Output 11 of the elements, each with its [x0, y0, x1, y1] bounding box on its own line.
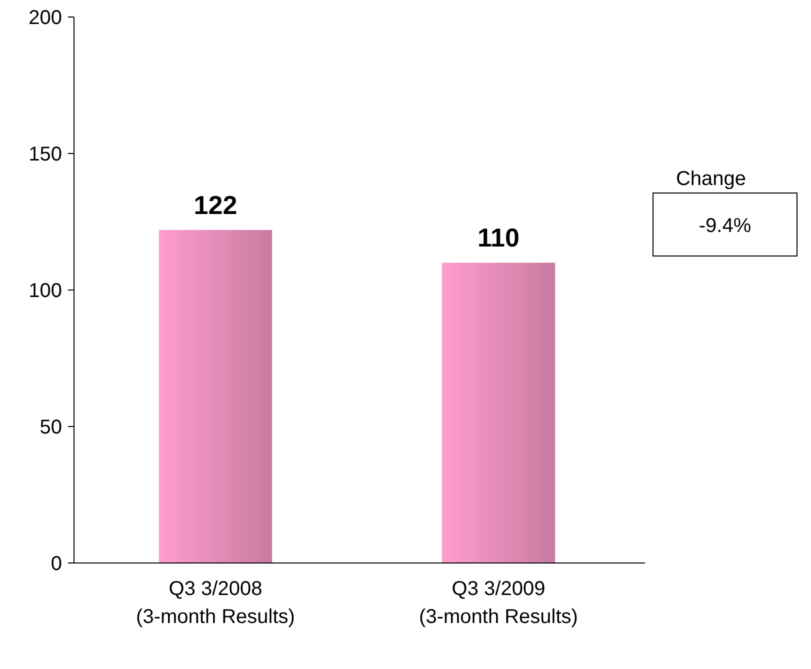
y-tick-label: 150 [28, 144, 62, 166]
text: -9.4% [698, 215, 752, 237]
data-label: 122 [194, 190, 238, 220]
x-tick-label: Q3 3/2008 (3-month Results) [136, 578, 295, 628]
y-tick-label: 200 [28, 7, 62, 29]
x-tick-label: Q3 3/2009 (3-month Results) [419, 578, 578, 628]
y-tick-label: 50 [40, 416, 62, 438]
text: Change [676, 168, 746, 190]
data-label: 110 [478, 222, 520, 253]
y-tick-label: 100 [28, 280, 62, 302]
y-tick-label: 0 [50, 553, 62, 575]
